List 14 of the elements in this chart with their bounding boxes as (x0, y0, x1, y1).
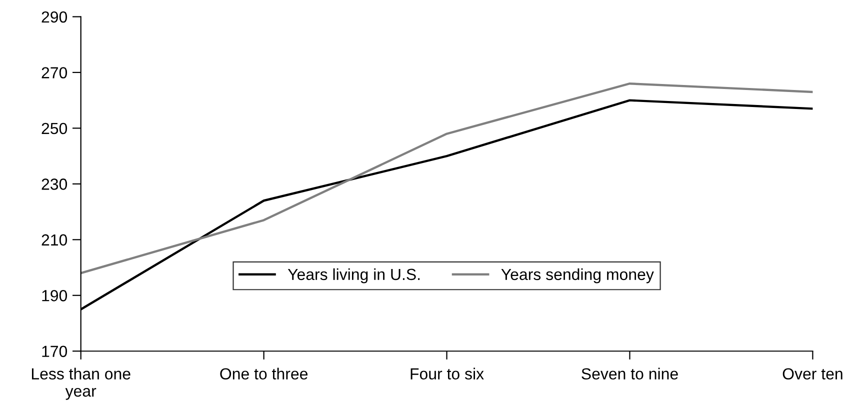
legend-label: Years sending money (501, 268, 654, 284)
x-tick-label: Less than one year (32, 368, 130, 400)
y-tick-label: 290 (42, 11, 68, 23)
y-tick-label: 190 (42, 290, 68, 302)
y-tick-label: 210 (42, 234, 68, 246)
x-tick-label: One to three (220, 368, 308, 380)
y-tick-label: 230 (42, 178, 68, 190)
y-tick-label: 170 (42, 346, 68, 358)
x-tick-label: Four to six (410, 368, 484, 380)
y-tick-label: 270 (42, 67, 68, 78)
x-tick-label: Over ten (782, 368, 842, 380)
x-tick-label: Seven to nine (582, 368, 678, 380)
legend-label: Years living in U.S. (288, 268, 420, 284)
y-tick-label: 250 (42, 122, 68, 134)
